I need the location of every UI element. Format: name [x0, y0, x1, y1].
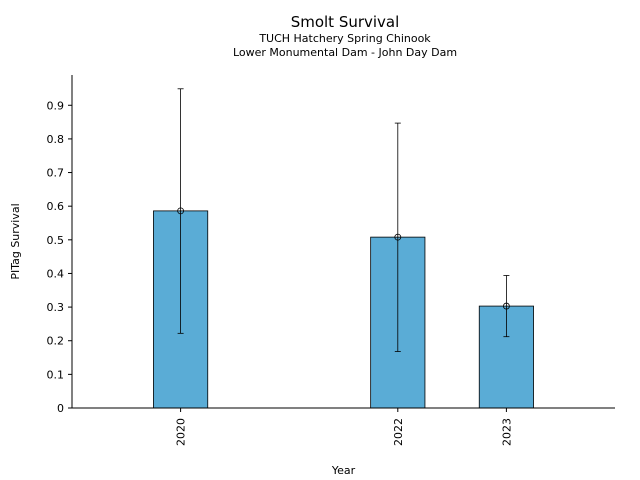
chart-title: Smolt Survival — [290, 13, 400, 31]
y-tick-label: 0 — [57, 402, 64, 415]
chart-subtitle-line-2: Lower Monumental Dam - John Day Dam — [232, 46, 458, 59]
y-tick-label: 0.1 — [47, 368, 65, 381]
y-tick-label: 0.7 — [47, 167, 65, 180]
y-axis-label: PITag Survival — [9, 203, 22, 279]
y-tick-label: 0.2 — [47, 335, 65, 348]
x-tick-label: 2023 — [500, 418, 513, 446]
x-axis-label: Year — [331, 464, 356, 477]
point-2020 — [177, 207, 185, 215]
y-tick-label: 0.9 — [47, 99, 65, 112]
y-tick-label: 0.6 — [47, 200, 65, 213]
y-tick-label: 0.5 — [47, 234, 65, 247]
x-tick-label: 2020 — [175, 418, 188, 446]
x-tick-label: 2022 — [392, 418, 405, 446]
point-2023 — [502, 302, 510, 310]
y-tick-label: 0.3 — [47, 301, 65, 314]
y-tick-label: 0.8 — [47, 133, 65, 146]
point-2022 — [394, 233, 402, 241]
chart-subtitle-line-1: TUCH Hatchery Spring Chinook — [259, 32, 431, 45]
y-tick-label: 0.4 — [47, 267, 65, 280]
